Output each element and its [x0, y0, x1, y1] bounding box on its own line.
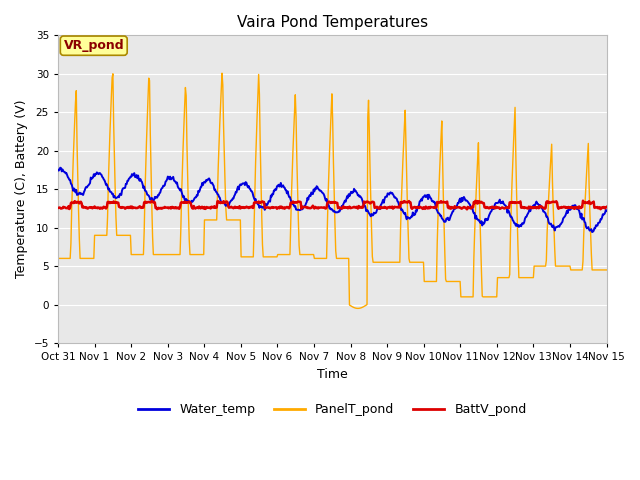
Title: Vaira Pond Temperatures: Vaira Pond Temperatures: [237, 15, 428, 30]
Y-axis label: Temperature (C), Battery (V): Temperature (C), Battery (V): [15, 100, 28, 278]
Legend: Water_temp, PanelT_pond, BattV_pond: Water_temp, PanelT_pond, BattV_pond: [133, 398, 532, 421]
Text: VR_pond: VR_pond: [63, 39, 124, 52]
X-axis label: Time: Time: [317, 368, 348, 381]
